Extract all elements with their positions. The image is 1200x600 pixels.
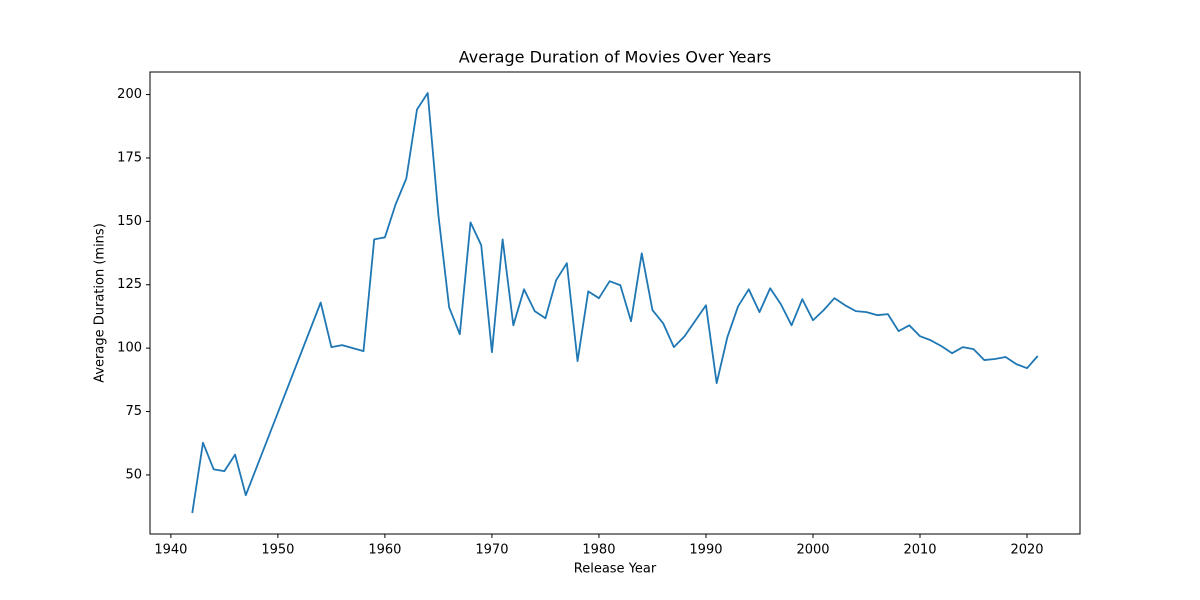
y-tick-label: 50 xyxy=(125,467,142,482)
y-tick-label: 175 xyxy=(117,150,142,165)
chart-title: Average Duration of Movies Over Years xyxy=(459,48,771,67)
y-tick-label: 75 xyxy=(125,404,142,419)
x-tick-label: 1940 xyxy=(154,543,187,558)
x-tick-label: 2020 xyxy=(1010,543,1043,558)
x-tick-label: 1970 xyxy=(475,543,508,558)
x-tick-label: 1980 xyxy=(582,543,615,558)
data-line xyxy=(191,92,1039,514)
x-tick-label: 1990 xyxy=(689,543,722,558)
x-tick-label: 1960 xyxy=(368,543,401,558)
x-tick-label: 1950 xyxy=(261,543,294,558)
x-tick-label: 2010 xyxy=(903,543,936,558)
x-tick-label: 2000 xyxy=(796,543,829,558)
y-tick-label: 150 xyxy=(117,214,142,229)
y-axis-label: Average Duration (mins) xyxy=(93,223,108,383)
x-axis-label: Release Year xyxy=(574,562,657,577)
y-tick-label: 125 xyxy=(117,277,142,292)
plot-frame xyxy=(149,71,1081,535)
y-tick-label: 100 xyxy=(117,341,142,356)
y-tick-label: 200 xyxy=(117,87,142,102)
